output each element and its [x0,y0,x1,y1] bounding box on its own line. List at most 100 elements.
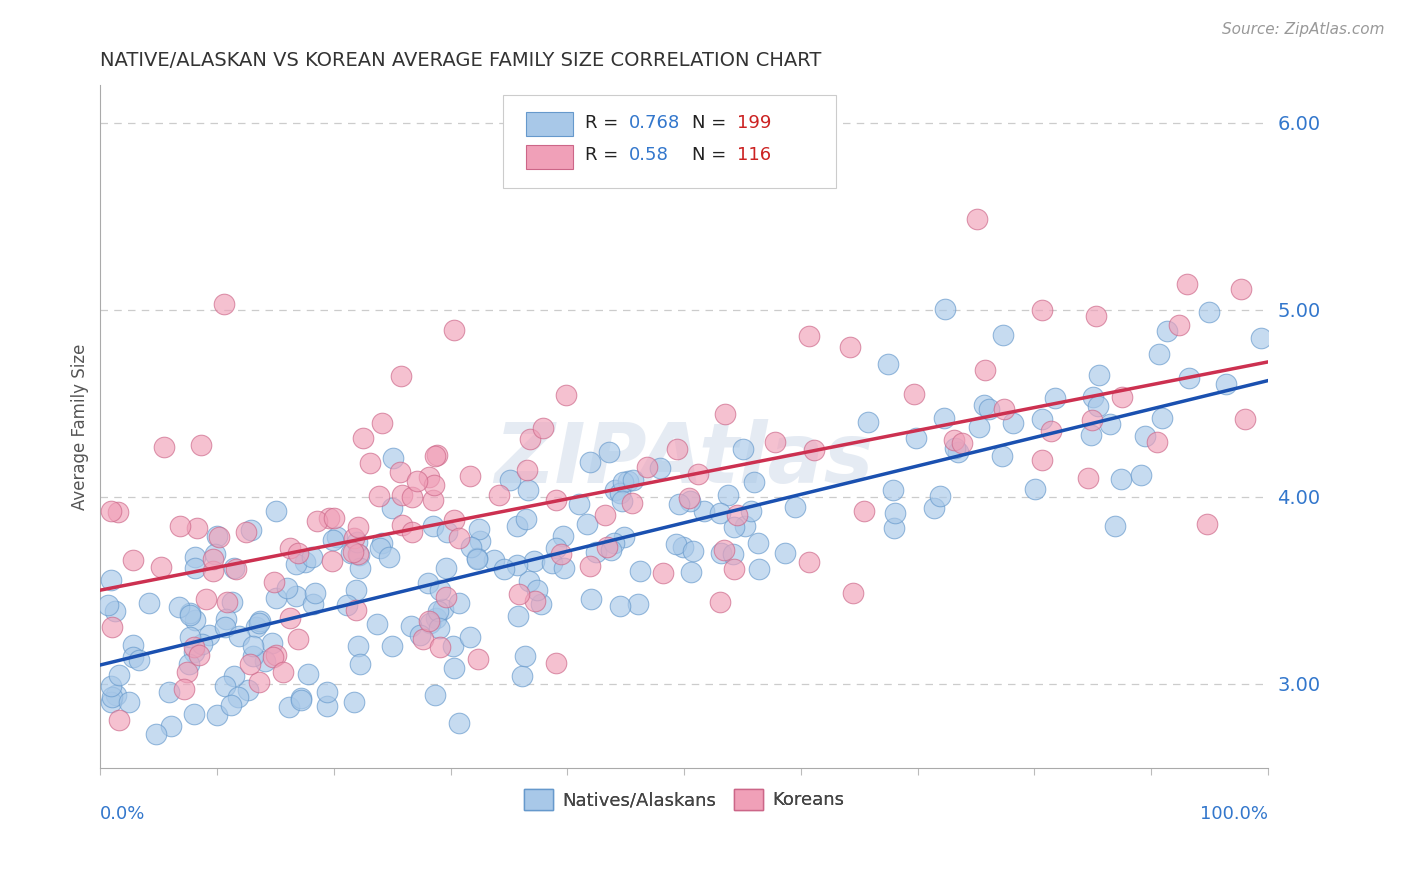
Point [247,616,270,631]
Point [278,541,301,556]
Point [603,536,626,550]
Point [214,679,236,693]
Point [201,565,224,579]
Point [349,657,371,672]
Text: Source: ZipAtlas.com: Source: ZipAtlas.com [1222,22,1385,37]
Point [284,557,307,571]
Point [465,551,488,566]
Point [214,620,236,634]
Point [262,649,284,664]
Point [748,562,770,576]
Point [271,665,294,679]
Point [183,640,205,655]
Point [322,533,344,547]
Point [100,690,122,704]
Point [713,542,735,557]
Point [596,540,619,554]
Point [287,546,309,560]
Point [856,416,879,430]
Point [441,639,464,653]
Point [465,551,488,566]
Point [672,541,695,555]
Point [347,549,370,563]
Point [883,521,905,535]
Point [425,611,447,625]
Point [219,698,242,712]
Text: 100.0%: 100.0% [1199,805,1268,823]
Point [264,591,287,605]
Point [1040,425,1063,439]
Point [531,421,554,435]
Point [367,489,389,503]
Point [517,483,540,498]
Point [506,558,529,573]
Point [406,474,429,488]
Text: 0.768: 0.768 [628,113,681,132]
Point [576,516,599,531]
Point [429,582,451,597]
Point [499,473,522,487]
Point [605,483,627,497]
Point [506,519,529,533]
Point [278,611,301,625]
Point [138,596,160,610]
Point [150,560,173,574]
Point [224,561,246,575]
Point [903,387,925,401]
Point [100,679,122,693]
Point [681,565,703,579]
Point [579,455,602,469]
Point [1250,331,1272,345]
Point [419,616,441,631]
Point [449,531,471,545]
Point [239,657,262,672]
Point [391,488,413,502]
Point [666,442,689,456]
Point [709,506,731,520]
Point [426,448,449,462]
Point [160,719,183,733]
Point [391,517,413,532]
Point [966,212,988,227]
Point [264,504,287,518]
Point [578,559,600,574]
Point [1150,410,1173,425]
Point [118,695,141,709]
Point [422,478,444,492]
Point [508,608,530,623]
Point [723,519,745,533]
Point [340,546,363,560]
Point [668,497,690,511]
Point [1031,412,1053,426]
Point [346,535,368,549]
Point [617,474,640,488]
Point [263,574,285,589]
Point [747,535,769,549]
Point [436,561,458,575]
Point [884,506,907,520]
Point [97,598,120,612]
Point [904,431,927,445]
Point [186,521,208,535]
Point [1146,435,1168,450]
Point [665,536,688,550]
Point [648,460,671,475]
Point [429,640,451,654]
Point [121,649,143,664]
Point [1215,377,1237,392]
Point [460,631,482,645]
Point [198,628,221,642]
Point [460,540,482,554]
Point [366,616,388,631]
Text: R =: R = [585,146,624,164]
Point [932,411,955,425]
Point [488,488,510,502]
Point [1098,417,1121,431]
Point [598,445,620,459]
Point [235,525,257,540]
Point [1175,277,1198,292]
Point [302,597,325,611]
Point [523,554,546,568]
Point [152,440,174,454]
Point [434,590,457,604]
